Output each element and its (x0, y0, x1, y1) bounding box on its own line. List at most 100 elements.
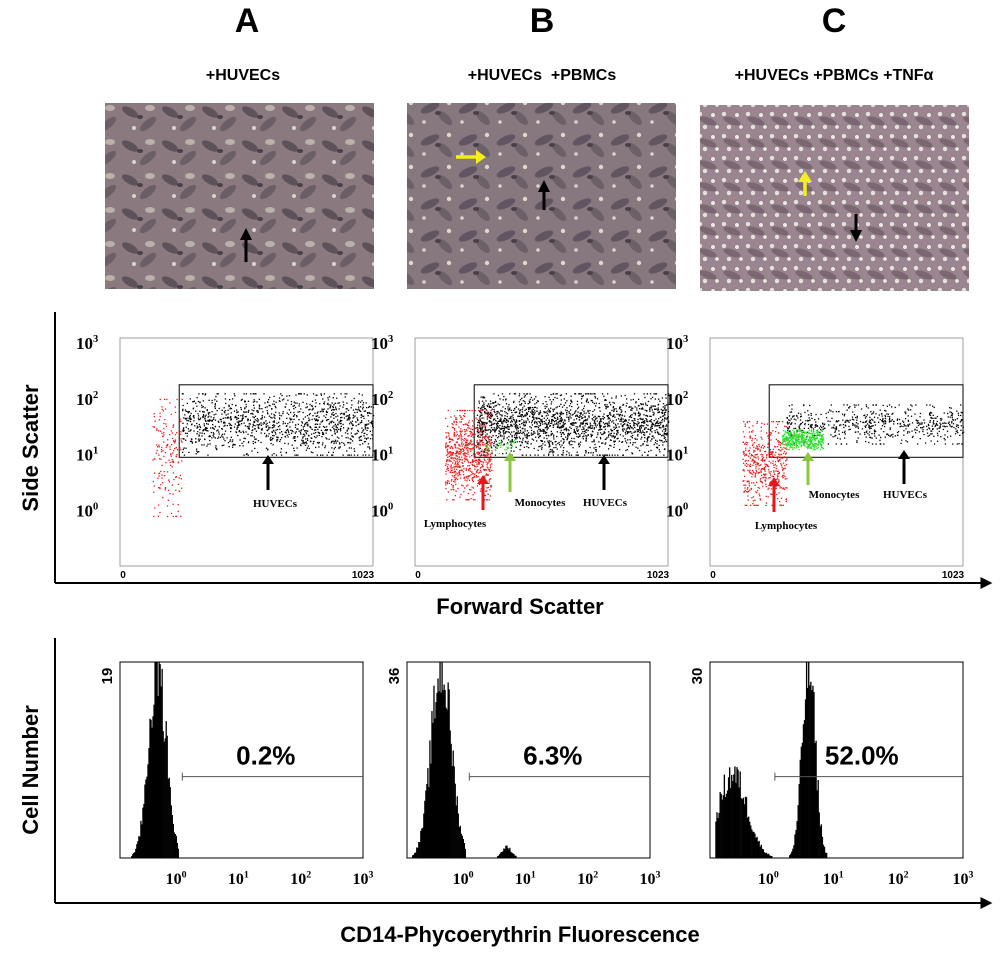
data-point (367, 437, 369, 439)
data-point (923, 433, 925, 436)
data-point (352, 417, 354, 419)
data-point (490, 414, 492, 416)
data-point (488, 445, 491, 447)
data-point (535, 436, 537, 438)
x-tick-label: 0 (415, 570, 421, 581)
data-point (223, 444, 225, 446)
data-point (548, 419, 550, 421)
data-point (372, 427, 374, 429)
data-point (482, 431, 484, 433)
data-point (468, 468, 470, 471)
data-point (663, 409, 665, 411)
data-point (249, 423, 251, 425)
data-point (543, 421, 546, 423)
data-point (171, 432, 174, 434)
data-point (366, 407, 368, 409)
data-point (466, 449, 468, 451)
huvecs-label: HUVECs (253, 498, 298, 510)
data-point (449, 452, 451, 454)
data-point (218, 407, 220, 410)
data-point (771, 452, 773, 454)
data-point (271, 439, 273, 441)
data-point (502, 453, 504, 455)
data-point (468, 422, 470, 424)
data-point (782, 469, 784, 471)
data-point (465, 445, 467, 447)
data-point (493, 402, 495, 404)
data-point (475, 417, 477, 419)
data-point (605, 407, 607, 410)
data-point (548, 411, 550, 413)
data-point (790, 435, 792, 437)
data-point (568, 411, 570, 413)
data-point (157, 477, 159, 479)
data-point (765, 455, 768, 457)
data-point (368, 405, 370, 408)
data-point (875, 437, 877, 439)
data-point (662, 444, 664, 446)
data-point (233, 426, 236, 428)
data-point (615, 425, 617, 427)
data-point (664, 437, 666, 439)
data-point (761, 468, 763, 470)
data-point (486, 409, 488, 412)
data-point (784, 478, 786, 480)
data-point (490, 417, 492, 419)
data-point (962, 419, 964, 421)
data-point (630, 414, 632, 417)
data-point (661, 425, 664, 427)
data-point (956, 410, 958, 412)
data-point (533, 406, 536, 409)
data-point (232, 439, 234, 441)
data-point (644, 420, 646, 422)
data-point (536, 430, 539, 432)
data-point (296, 447, 298, 449)
data-point (580, 412, 583, 414)
data-point (534, 426, 536, 428)
data-point (775, 456, 778, 458)
data-point (182, 393, 184, 395)
data-point (576, 403, 579, 406)
data-point (550, 451, 552, 453)
data-point (830, 410, 832, 412)
data-point (461, 469, 463, 471)
data-point (560, 413, 562, 416)
data-point (347, 409, 350, 411)
data-point (486, 451, 488, 454)
data-point (761, 455, 763, 458)
data-point (493, 418, 495, 420)
data-point (477, 429, 479, 431)
data-point (921, 427, 924, 429)
data-point (888, 404, 891, 406)
data-point (504, 419, 506, 421)
data-point (459, 421, 461, 423)
data-point (207, 443, 209, 445)
data-point (323, 401, 326, 403)
data-point (775, 467, 777, 470)
data-point (445, 443, 447, 445)
data-point (364, 428, 367, 430)
data-point (245, 415, 247, 418)
data-point (637, 412, 640, 415)
data-point (471, 449, 473, 451)
data-point (210, 431, 212, 434)
data-point (772, 455, 774, 458)
data-point (240, 406, 242, 409)
data-point (182, 410, 184, 412)
data-point (459, 409, 461, 412)
data-point (554, 413, 556, 415)
data-point (764, 480, 767, 482)
data-point (655, 454, 658, 456)
data-point (853, 404, 855, 406)
data-point (754, 476, 756, 478)
data-point (454, 479, 456, 481)
data-point (530, 443, 532, 445)
data-point (530, 411, 532, 413)
data-point (480, 453, 482, 455)
data-point (559, 444, 561, 446)
data-point (485, 490, 487, 492)
data-point (960, 414, 962, 417)
data-point (245, 406, 247, 408)
data-point (238, 424, 240, 426)
data-point (167, 443, 169, 446)
